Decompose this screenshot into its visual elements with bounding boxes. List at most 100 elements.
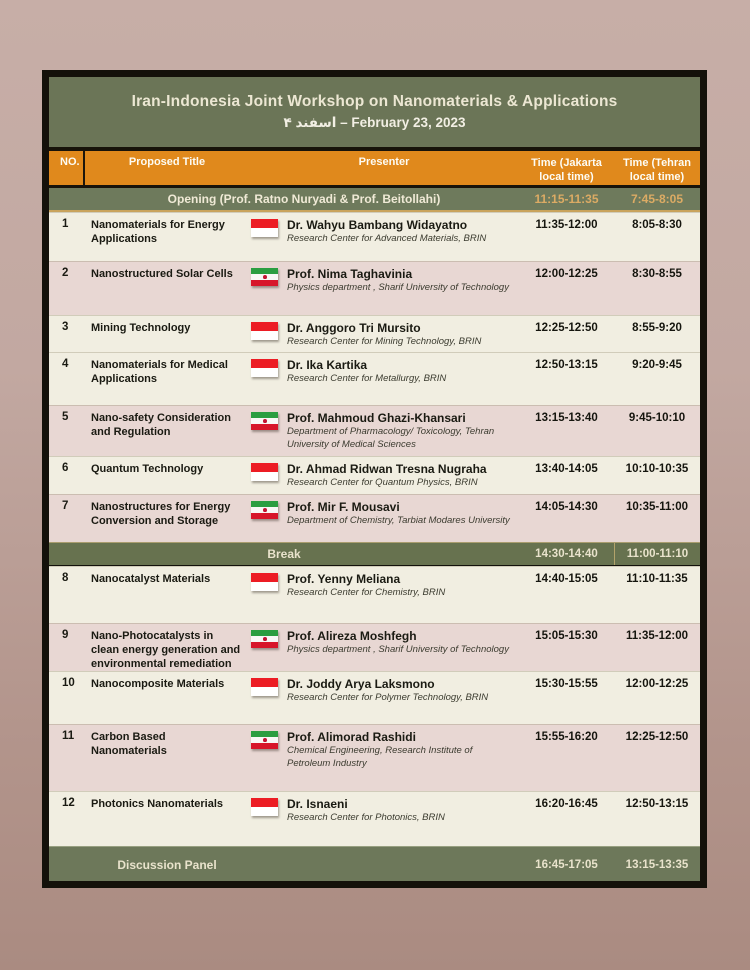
session-row: 9 Nano-Photocatalysts in clean energy ge… [49,623,700,672]
presenter-name: Dr. Isnaeni [287,797,348,812]
column-header-time-jakarta: Time (Jakarta local time) [531,157,602,184]
session-number: 5 [62,411,69,423]
poster-title: Iran-Indonesia Joint Workshop on Nanomat… [131,93,618,110]
section-label: Discussion Panel [117,857,217,872]
column-header-no: NO. [49,151,85,185]
presenter-cell: Dr. Wahyu Bambang Widayatno Research Cen… [287,213,519,261]
iran-flag-icon [251,630,278,648]
presenter-name: Dr. Anggoro Tri Mursito [287,321,421,335]
session-time-jakarta: 12:50-13:15 [535,359,598,371]
presenter-cell: Dr. Ahmad Ridwan Tresna Nugraha Research… [287,457,519,494]
session-time-tehran: 10:35-11:00 [625,501,689,513]
presenter-name: Prof. Alireza Moshfegh [287,629,417,643]
presenter-affiliation: Research Center for Metallurgy, BRIN [287,373,447,384]
presenter-name: Dr. Wahyu Bambang Widayatno [287,218,468,232]
session-time-tehran: 8:05-8:30 [632,219,682,231]
column-header-proposed-title: Proposed Title [128,156,206,168]
column-header-presenter: Presenter [358,156,410,168]
presenter-affiliation: Research Center for Photonics, BRIN [287,812,445,824]
session-time-tehran: 8:55-9:20 [632,322,682,334]
session-number: 4 [62,358,69,370]
session-title: Nanocatalyst Materials [91,573,211,585]
opening-time-jakarta: 11:15-11:35 [534,192,599,206]
indonesia-flag-icon [251,678,278,697]
session-title: Quantum Technology [91,463,204,475]
session-time-tehran: 10:10-10:35 [625,463,689,475]
opening-time-tehran: 7:45-8:05 [630,192,684,206]
session-title: Nano-Photocatalysts in clean energy gene… [91,630,241,670]
session-time-tehran: 9:45-10:10 [628,412,686,424]
session-time-tehran: 12:50-13:15 [625,798,689,811]
session-row: 11 Carbon Based Nanomaterials Prof. Alim… [49,724,700,792]
presenter-cell: Prof. Nima Taghavinia Physics department… [287,262,519,315]
session-number: 3 [62,321,69,333]
session-row: 10 Nanocomposite Materials Dr. Joddy Ary… [49,671,700,725]
session-time-tehran: 8:30-8:55 [632,268,682,280]
iran-flag-icon [251,501,278,519]
presenter-name: Prof. Nima Taghavinia [287,267,413,281]
indonesia-flag-icon [251,359,278,377]
presenter-affiliation: Research Center for Chemistry, BRIN [287,587,446,598]
presenter-name: Dr. Joddy Arya Laksmono [287,677,435,692]
column-header-time-tehran: Time (Tehran local time) [622,157,692,184]
presenter-affiliation: Physics department , Sharif University o… [287,644,509,655]
presenter-affiliation: Department of Pharmacology/ Toxicology, … [287,426,495,450]
presenter-affiliation: Research Center for Quantum Physics, BRI… [287,477,478,488]
session-time-jakarta: 13:40-14:05 [535,463,598,475]
presenter-name: Prof. Alimorad Rashidi [287,730,416,745]
session-number: 2 [62,267,69,279]
presenter-affiliation: Chemical Engineering, Research Institute… [287,745,473,769]
session-time-tehran: 11:35-12:00 [625,630,689,642]
poster-header: Iran-Indonesia Joint Workshop on Nanomat… [49,77,700,147]
session-number: 8 [62,572,69,584]
workshop-schedule-poster: Iran-Indonesia Joint Workshop on Nanomat… [42,70,707,888]
session-time-jakarta: 15:30-15:55 [535,678,598,691]
flag-cell [249,213,287,261]
column-header-row: NO. Proposed Title Presenter Time (Jakar… [49,147,700,188]
presenter-name: Dr. Ika Kartika [287,358,368,372]
session-title: Nanocomposite Materials [91,678,225,691]
flag-cell [249,262,287,315]
presenter-name: Prof. Yenny Meliana [287,572,401,586]
flag-cell [249,316,287,352]
session-number: 9 [62,629,69,641]
session-row: 4 Nanomaterials for Medical Applications… [49,352,700,405]
section-time-jakarta: 14:30-14:40 [535,548,598,560]
iran-flag-icon [251,731,278,750]
session-row: 12 Photonics Nanomaterials Dr. Isnaeni R… [49,791,700,847]
session-time-jakarta: 16:20-16:45 [535,798,598,811]
presenter-affiliation: Department of Chemistry, Tarbiat Modares… [287,515,510,526]
session-time-jakarta: 14:05-14:30 [535,501,598,513]
presenter-cell: Prof. Yenny Meliana Research Center for … [287,567,519,623]
session-title: Nanostructured Solar Cells [91,268,233,280]
flag-cell [249,624,287,671]
flag-cell [249,672,287,724]
indonesia-flag-icon [251,322,278,340]
indonesia-flag-icon [251,219,278,237]
flag-cell [249,495,287,542]
presenter-affiliation: Research Center for Mining Technology, B… [287,336,482,347]
session-number: 6 [62,462,69,474]
flag-cell [249,792,287,846]
indonesia-flag-icon [251,573,278,591]
session-number: 10 [62,677,75,690]
session-title: Nanostructures for Energy Conversion and… [91,501,231,527]
flag-cell [249,725,287,791]
flag-cell [249,567,287,623]
session-time-tehran: 12:25-12:50 [625,731,689,744]
session-time-jakarta: 12:25-12:50 [535,322,598,334]
presenter-affiliation: Physics department , Sharif University o… [287,282,509,293]
session-time-tehran: 11:10-11:35 [626,573,688,585]
section-label: Break [267,547,301,561]
discussion-panel-row: Discussion Panel 16:45-17:05 13:15-13:35 [49,846,700,881]
session-time-tehran: 9:20-9:45 [632,359,682,371]
session-time-jakarta: 11:35-12:00 [535,219,598,231]
session-row: 2 Nanostructured Solar Cells Prof. Nima … [49,261,700,315]
presenter-affiliation: Research Center for Polymer Technology, … [287,692,489,704]
presenter-cell: Prof. Alimorad Rashidi Chemical Engineer… [287,725,519,791]
poster-subtitle: ۴ اسفند – February 23, 2023 [283,115,466,130]
session-row: 1 Nanomaterials for Energy Applications … [49,212,700,261]
opening-row: Opening (Prof. Ratno Nuryadi & Prof. Bei… [49,188,700,212]
session-row: 5 Nano-safety Consideration and Regulati… [49,405,700,456]
